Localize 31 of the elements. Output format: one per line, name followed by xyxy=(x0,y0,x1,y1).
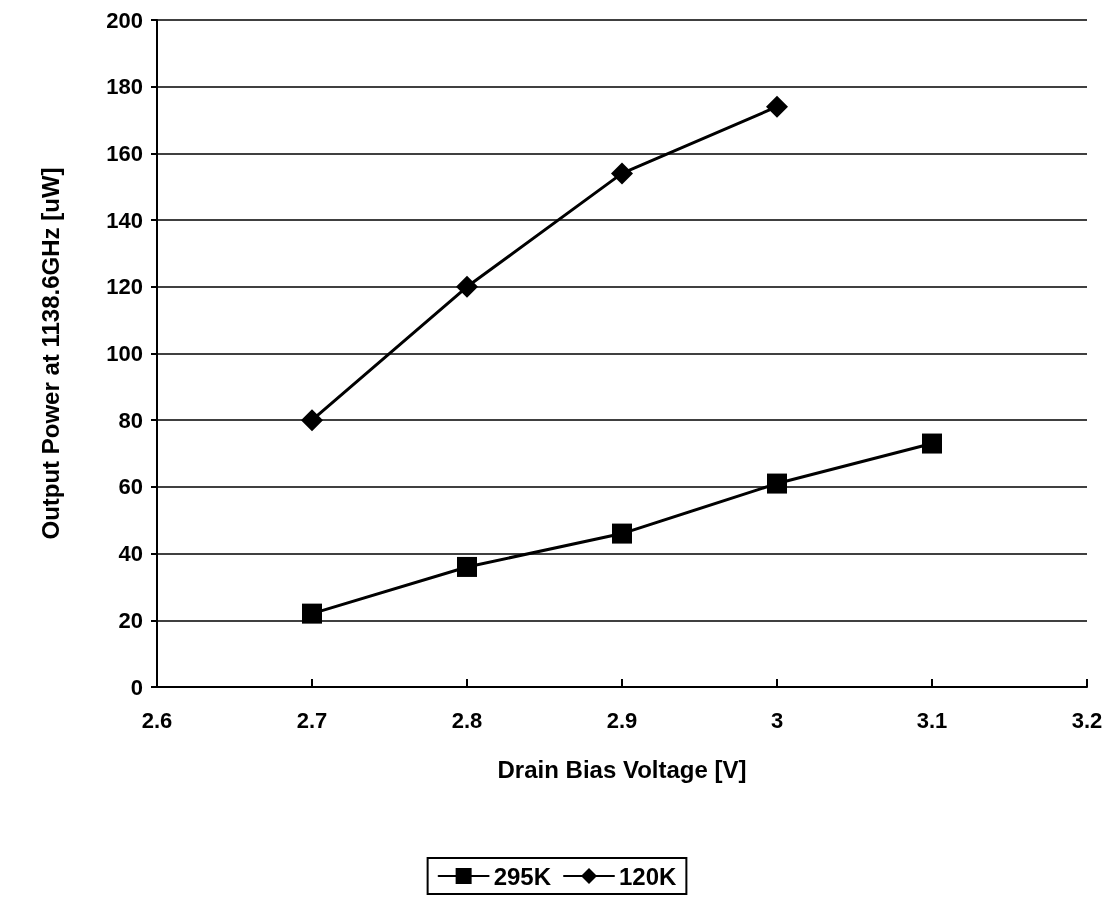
y-tick-label: 160 xyxy=(106,140,143,166)
y-tick-label: 120 xyxy=(106,274,143,300)
point xyxy=(457,556,477,577)
y-axis-title: Output Power at 1138.6GHz [uW] xyxy=(36,167,64,540)
point xyxy=(456,275,478,298)
x-tick-label: 2.7 xyxy=(296,707,328,733)
legend-label: 120K xyxy=(619,862,678,890)
point xyxy=(766,95,788,118)
point xyxy=(612,523,632,544)
y-tick-label: 80 xyxy=(118,407,143,433)
y-tick-label: 140 xyxy=(106,207,143,233)
y-tick-label: 200 xyxy=(106,7,143,33)
y-tick-label: 60 xyxy=(118,474,143,500)
point xyxy=(922,433,942,454)
y-tick-label: 0 xyxy=(130,674,143,700)
x-tick-label: 2.8 xyxy=(451,707,483,733)
x-tick-label: 2.6 xyxy=(141,707,173,733)
x-axis-title: Drain Bias Voltage [V] xyxy=(497,755,747,783)
point xyxy=(302,603,322,624)
point xyxy=(767,473,787,494)
x-tick-label: 3 xyxy=(770,707,784,733)
legend-label: 295K xyxy=(493,862,552,890)
y-tick-label: 100 xyxy=(106,341,143,366)
x-tick-label: 2.9 xyxy=(606,707,638,733)
y-tick-label: 20 xyxy=(118,607,143,633)
x-tick-label: 3.2 xyxy=(1071,707,1103,733)
x-tick-label: 3.1 xyxy=(916,707,948,733)
y-tick-label: 180 xyxy=(106,74,143,100)
point xyxy=(301,409,323,432)
point xyxy=(611,162,633,185)
y-tick-label: 40 xyxy=(118,541,143,567)
